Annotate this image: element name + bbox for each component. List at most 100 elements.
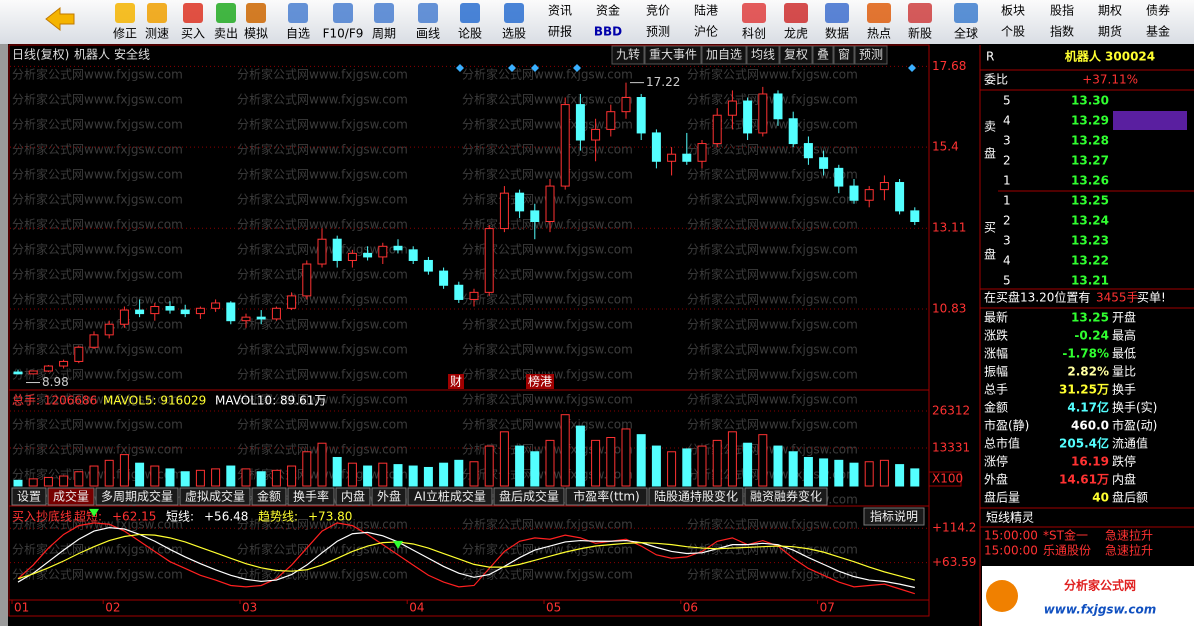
indicator-button[interactable] (863, 507, 925, 526)
toolbar-icon[interactable] (867, 3, 891, 23)
toolbar-icon[interactable] (246, 3, 266, 23)
volume-tab[interactable] (335, 487, 371, 506)
volume-tab[interactable] (565, 487, 648, 506)
toolbar-icon[interactable] (216, 3, 236, 23)
level: 2 (1003, 214, 1011, 228)
toolbar-icon[interactable] (183, 3, 203, 23)
chart-tab[interactable] (854, 45, 888, 65)
volume-tab[interactable] (95, 487, 179, 506)
y-tick-label: +114.2 (932, 521, 976, 535)
chart-tab[interactable] (701, 45, 747, 65)
toolbar-icon[interactable] (784, 3, 808, 23)
chart-tab[interactable] (644, 45, 702, 65)
sprite-time: 15:00:00 (984, 529, 1038, 543)
toolbar-button: 数据 (825, 26, 849, 41)
candle-body (575, 104, 585, 141)
toolbar-icon[interactable] (742, 3, 766, 23)
watermark: 分析家公式网www.fxjgsw.com (462, 342, 633, 357)
event-marker (531, 64, 539, 72)
chart-tab[interactable] (746, 45, 780, 65)
ask-price: 13.30 (1071, 94, 1109, 108)
watermark: 分析家公式网www.fxjgsw.com (12, 267, 183, 282)
stat-label: 最高 (1112, 328, 1136, 343)
volume-bar (104, 459, 114, 487)
watermark: 分析家公式网www.fxjgsw.com (12, 367, 183, 382)
volume-bar (347, 462, 357, 487)
volume-tab[interactable] (251, 487, 287, 506)
y-tick-label: +63.59 (932, 555, 976, 569)
stat-value: -1.78% (1062, 347, 1109, 361)
volume-tab[interactable] (493, 487, 565, 506)
watermark: 分析家公式网www.fxjgsw.com (12, 417, 183, 432)
chart-tab[interactable] (812, 45, 834, 65)
toolbar-icon[interactable] (288, 3, 308, 23)
notice: 买单! (1137, 291, 1166, 305)
volume-tab[interactable] (11, 487, 47, 506)
watermark: 分析家公式网www.fxjgsw.com (687, 92, 858, 107)
toolbar-icon[interactable] (374, 3, 394, 23)
volume-bar (697, 445, 707, 487)
volume-bar (667, 451, 677, 487)
chart-tab[interactable] (611, 45, 645, 65)
x-tick-label: 04 (409, 601, 424, 615)
volume-bar (606, 437, 616, 487)
toolbar-icon[interactable] (115, 3, 135, 23)
watermark: 分析家公式网www.fxjgsw.com (687, 117, 858, 132)
volume-bar (910, 468, 920, 487)
chart-frame (8, 44, 981, 626)
volume-bar (408, 465, 418, 487)
toolbar-icon[interactable] (333, 3, 353, 23)
x-tick-label: 07 (820, 601, 835, 615)
toolbar-icon[interactable] (504, 3, 524, 23)
watermark: 分析家公式网www.fxjgsw.com (237, 217, 408, 232)
watermark: 分析家公式网www.fxjgsw.com (687, 242, 858, 257)
volume-tab[interactable] (287, 487, 335, 506)
bid-price: 13.23 (1071, 234, 1109, 248)
toolbar-icon[interactable] (908, 3, 932, 23)
toolbar-button: 新股 (908, 26, 932, 41)
candle-body (773, 93, 783, 120)
level: 2 (1003, 154, 1011, 168)
watermark: 分析家公式网www.fxjgsw.com (687, 167, 858, 182)
volume-bar (317, 442, 327, 487)
chart-tab-label: 预测 (859, 48, 883, 62)
candle-body (849, 185, 859, 201)
watermark: 分析家公式网www.fxjgsw.com (12, 167, 183, 182)
chart-tab-label: 重大事件 (649, 48, 697, 62)
volume-tab[interactable] (648, 487, 744, 506)
highlight (1113, 111, 1187, 130)
stat-label: 最新 (984, 310, 1008, 325)
candle-body (150, 306, 160, 315)
volume-bar (89, 465, 99, 487)
watermark: 分析家公式网www.fxjgsw.com (237, 542, 408, 557)
volume-tab[interactable] (47, 487, 95, 506)
toolbar-icon[interactable] (460, 3, 480, 23)
toolbar-icon[interactable] (147, 3, 167, 23)
bid-price: 13.24 (1071, 214, 1109, 228)
toolbar-button: 全球 (954, 26, 978, 41)
candle-body (834, 167, 844, 187)
volume-tab[interactable] (407, 487, 493, 506)
volume-bar (439, 462, 449, 487)
toolbar-icon[interactable] (825, 3, 849, 23)
volume-tab[interactable] (371, 487, 407, 506)
watermark: 分析家公式网www.fxjgsw.com (237, 342, 408, 357)
candle-body (743, 100, 753, 134)
level: 3 (1003, 234, 1011, 248)
chart-tab[interactable] (779, 45, 813, 65)
candle-body (287, 295, 297, 309)
watermark: 分析家公式网www.fxjgsw.com (462, 242, 633, 257)
volume-tab[interactable] (744, 487, 828, 506)
candle-body (165, 306, 175, 311)
notice: 3455手 (1096, 291, 1139, 305)
volume-tab-label: 盘后成交量 (499, 489, 559, 504)
volume-tab[interactable] (179, 487, 251, 506)
toolbar-icon[interactable] (954, 3, 978, 23)
toolbar-icon[interactable] (418, 3, 438, 23)
volume-tab-label: 融资融券变化 (750, 489, 822, 504)
chart-tab[interactable] (833, 45, 855, 65)
volume-bar (43, 476, 53, 487)
sprite-event: 急速拉升 (1105, 543, 1153, 558)
back-button[interactable] (45, 6, 75, 32)
